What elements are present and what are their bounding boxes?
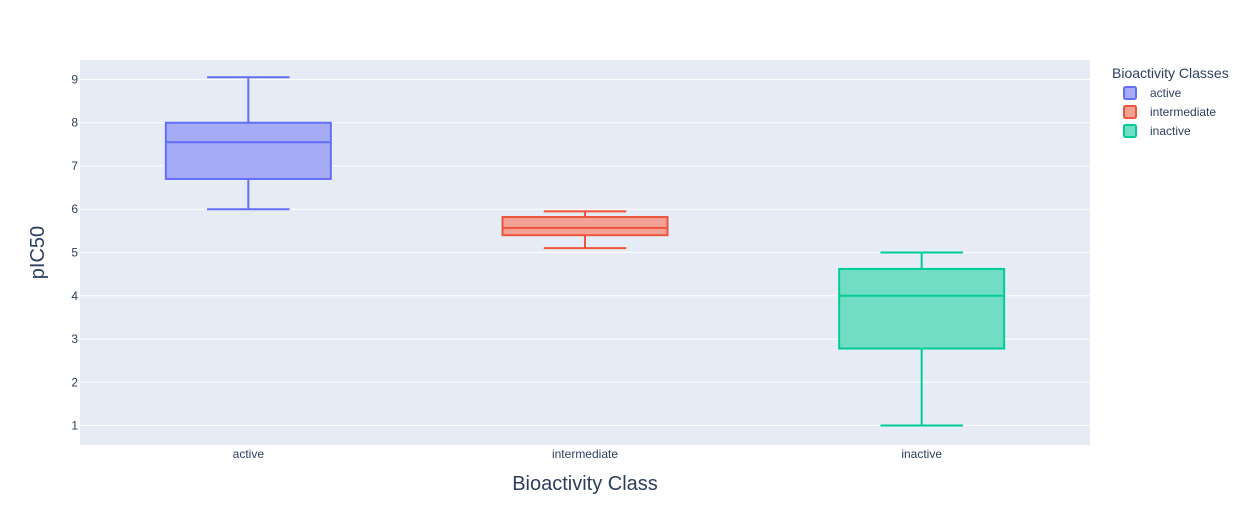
x-tick-label: inactive [901, 447, 942, 461]
boxes [164, 76, 1006, 427]
box-intermediate [501, 210, 669, 250]
x-tick-label: intermediate [552, 447, 618, 461]
y-tick-label: 3 [71, 332, 78, 346]
y-tick-label: 6 [71, 202, 78, 216]
y-tick-label: 5 [71, 246, 78, 260]
legend-label: inactive [1150, 124, 1191, 138]
legend-swatch [1123, 86, 1137, 100]
box-iqr [838, 267, 1006, 350]
y-tick-label: 4 [71, 289, 78, 303]
legend: Bioactivity Classes active intermediate in… [1112, 65, 1229, 138]
y-tick-label: 7 [71, 159, 78, 173]
box-iqr [501, 216, 669, 237]
y-tick-label: 8 [71, 116, 78, 130]
box-inactive [838, 251, 1006, 427]
legend-swatch [1123, 124, 1137, 138]
legend-item-intermediate: intermediate [1123, 105, 1216, 119]
legend-swatch [1123, 105, 1137, 119]
legend-label: intermediate [1150, 105, 1216, 119]
box-active [164, 76, 332, 211]
x-tick-label: active [233, 447, 265, 461]
x-axis-label: Bioactivity Class [512, 473, 658, 495]
y-tick-label: 1 [71, 419, 78, 433]
y-tick-label: 2 [71, 375, 78, 389]
legend-title: Bioactivity Classes [1112, 65, 1229, 81]
x-tick-labels: active intermediate inactive [233, 447, 943, 461]
box-iqr [164, 121, 332, 180]
legend-label: active [1150, 86, 1182, 100]
y-tick-labels: 1 2 3 4 5 6 7 8 9 [71, 72, 78, 432]
legend-item-inactive: inactive [1123, 124, 1191, 138]
y-tick-label: 9 [71, 72, 78, 86]
y-axis-label: pIC50 [27, 226, 49, 279]
legend-item-active: active [1123, 86, 1182, 100]
